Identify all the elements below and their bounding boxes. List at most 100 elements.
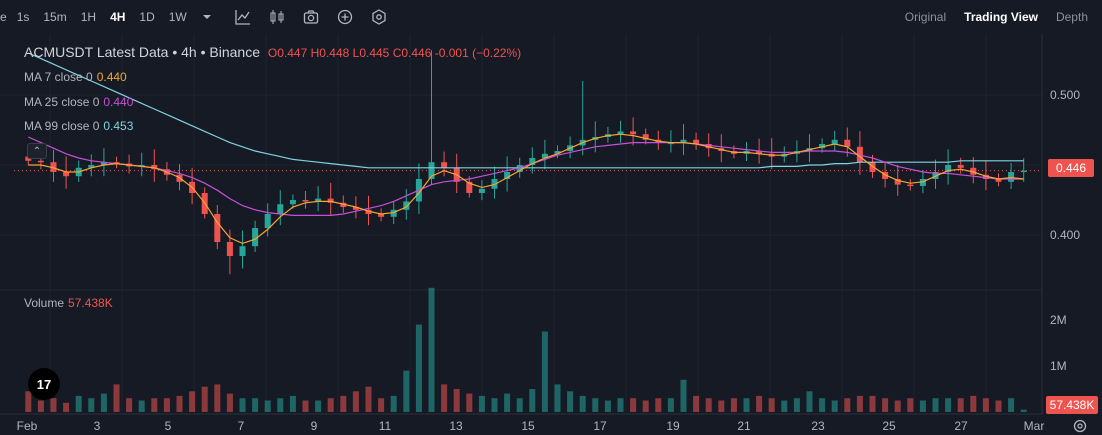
volume-bar [88,398,95,412]
candle-body [894,179,901,185]
candle-body [919,179,926,186]
chevron-down-icon[interactable] [199,9,215,25]
time-tick-label: 15 [521,419,535,433]
candle-body [529,158,536,165]
candles-icon[interactable] [269,9,285,25]
candle-body [100,162,107,165]
volume-bar [894,400,901,412]
settings-hex-icon[interactable] [371,9,387,25]
volume-bar [352,391,359,412]
ma99-line [28,52,1024,169]
chart-area[interactable]: 0.500 0.400 2M 1M Feb 3 5 7 9 11 13 15 17 19 21 23 25 27 M… [0,34,1102,435]
candle-body [970,167,977,175]
volume-bar [226,393,233,412]
ohlc-values: O0.447 H0.448 L0.445 C0.446 -0.001 (−0.2… [268,46,521,60]
ma7-label: MA 7 close 0 [24,70,93,84]
chart-legend: ACMUSDT Latest Data • 4h • Binance O0.44… [24,44,521,60]
ma25-label: MA 25 close 0 [24,95,100,109]
volume-bar [201,386,208,412]
chevron-up-icon: ⌃ [32,145,42,157]
ma99-legend[interactable]: MA 99 close 0 0.453 [24,119,133,133]
volume-bar [50,398,57,412]
candle-body [340,202,347,207]
volume-bar [617,398,624,412]
volume-bar [239,398,246,412]
volume-bar [705,398,712,412]
view-tab-trading-view[interactable]: Trading View [964,10,1038,24]
candle-body [252,228,259,247]
candle-body [226,242,233,256]
volume-bar [378,398,385,412]
view-tab-depth[interactable]: Depth [1055,10,1088,24]
candle-body [378,214,385,217]
volume-bar [37,400,44,412]
candle-body [667,142,674,145]
timeframe-1s[interactable]: 1s [16,10,30,24]
volume-bar [365,386,372,412]
ma7-line [28,133,1024,245]
volume-bar [151,398,158,412]
volume-label: Volume [24,296,65,310]
timeframe-1w[interactable]: 1W [168,10,187,24]
volume-bar [264,400,271,412]
volume-bar [869,395,876,412]
candle-body [907,184,914,187]
indicators-icon[interactable] [235,9,251,25]
time-tick-label: 25 [882,419,896,433]
timeframe-1h[interactable]: 1H [80,10,97,24]
volume-bar [441,384,448,412]
current-volume-tag: 57.438K [1046,396,1098,414]
ma7-legend[interactable]: MA 7 close 0 0.440 [24,70,127,84]
volume-bar [730,398,737,412]
candle-body [995,179,1002,182]
volume-bar [189,391,196,412]
timeframe-1d[interactable]: 1D [139,10,155,24]
volume-tick-label: 1M [1050,359,1067,373]
gear-icon[interactable] [1072,418,1088,434]
volume-bar [75,395,82,412]
tradingview-logo[interactable]: 17 [28,368,60,400]
candle-body [428,162,435,179]
collapse-legend-button[interactable]: ⌃ [27,143,47,159]
volume-bar [277,398,284,412]
price-volume-chart[interactable]: 0.500 0.400 2M 1M Feb 3 5 7 9 11 13 15 17 19 21 23 25 27 M… [0,34,1102,435]
candle-body [277,204,284,214]
volume-bar [793,398,800,412]
volume-bar [466,393,473,412]
volume-bar [415,324,422,412]
timeframe-15m[interactable]: 15m [43,10,67,24]
volume-bar [403,370,410,412]
volume-bar [604,400,611,412]
low-value: 0.445 [359,46,390,60]
candle-body [630,131,637,135]
candle-body [693,139,700,144]
volume-bar [945,398,952,412]
volume-bar [680,379,687,412]
ma99-value: 0.453 [103,119,134,133]
volume-value: 57.438K [68,296,113,310]
volume-legend[interactable]: Volume 57.438K [24,296,113,310]
view-tabs: Original Trading View Depth [887,0,1088,34]
volume-bar [743,398,750,412]
volume-bar [315,400,322,412]
time-tick-label: 3 [94,419,101,433]
candle-body [617,131,624,135]
volume-bar [781,400,788,412]
candle-body [491,179,498,189]
timeframe-4h[interactable]: 4H [110,10,126,24]
volume-bar [504,393,511,412]
timeframe-partial[interactable]: e [0,10,7,24]
view-tab-original[interactable]: Original [904,10,947,24]
ma7-value: 0.440 [96,70,127,84]
candle-body [1020,170,1027,173]
volume-bar [453,389,460,412]
ma25-legend[interactable]: MA 25 close 0 0.440 [24,95,133,109]
volume-bar [554,384,561,412]
candle-body [302,200,309,202]
volume-bar [428,287,435,412]
camera-icon[interactable] [303,9,319,25]
time-tick-label: 9 [311,419,318,433]
plus-circle-icon[interactable] [337,9,353,25]
volume-bar [252,398,259,412]
volume-tick-label: 2M [1050,313,1067,327]
